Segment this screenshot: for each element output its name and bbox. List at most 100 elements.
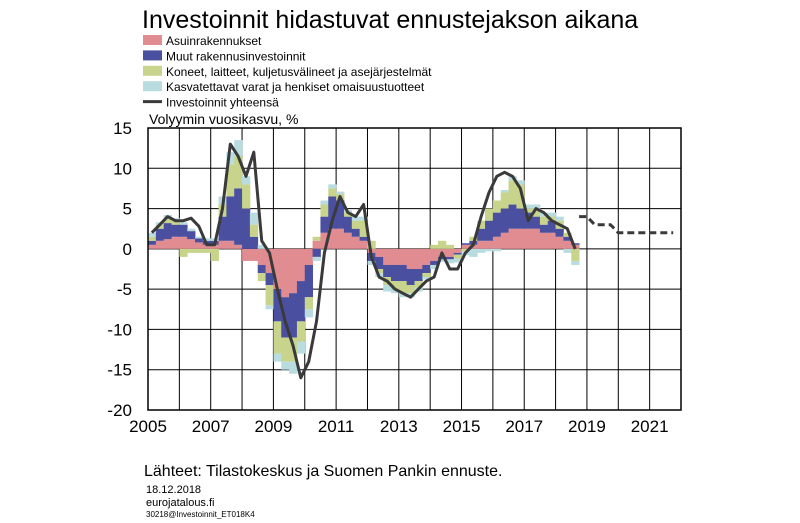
bar-intangible: [500, 190, 509, 193]
bar-residential: [281, 248, 290, 298]
bar-other_construction: [383, 264, 392, 278]
bar-machinery: [320, 204, 329, 217]
bar-residential: [195, 242, 204, 249]
bar-machinery: [202, 248, 212, 253]
bar-residential: [289, 248, 298, 294]
bar-intangible: [492, 248, 502, 252]
bar-other_construction: [398, 264, 408, 282]
bar-intangible: [438, 259, 447, 262]
bar-machinery: [234, 156, 243, 189]
bar-machinery: [312, 236, 321, 241]
bar-intangible: [563, 248, 572, 253]
bar-residential: [273, 248, 282, 290]
bar-other_construction: [265, 273, 274, 286]
bar-other_construction: [171, 224, 180, 237]
x-ticks: 2005 2007 2009 2011 2013 2015 2017 2019 2021: [129, 417, 668, 436]
bar-residential: [539, 232, 549, 249]
legend-label-total: Investoinnit yhteensä: [166, 96, 279, 110]
y-tick-label: -15: [107, 361, 132, 380]
bar-intangible: [336, 191, 345, 195]
y-tick-label: 15: [113, 119, 132, 138]
bar-residential: [485, 240, 494, 249]
bar-other_construction: [375, 256, 384, 269]
bar-intangible: [555, 216, 564, 221]
bar-residential: [390, 248, 400, 265]
bar-residential: [257, 248, 266, 265]
bar-intangible: [242, 176, 251, 185]
bar-intangible: [265, 305, 274, 310]
bar-machinery: [343, 212, 353, 217]
bar-intangible: [202, 238, 212, 241]
bar-other_construction: [320, 216, 329, 233]
bar-other_construction: [148, 240, 157, 245]
bar-other_construction: [571, 243, 580, 245]
bar-intangible: [273, 353, 282, 362]
bar-residential: [398, 248, 408, 265]
bar-intangible: [226, 152, 235, 165]
bar-machinery: [265, 285, 274, 306]
bar-machinery: [445, 244, 455, 249]
bar-residential: [163, 239, 172, 249]
bar-other_construction: [547, 220, 556, 233]
legend-swatch-other_construction: [143, 50, 162, 61]
bar-other_construction: [445, 256, 455, 260]
bar-residential: [445, 248, 455, 257]
line-forecast: [579, 215, 674, 235]
x-tick-label: 2021: [631, 417, 669, 436]
bar-other_construction: [218, 216, 227, 241]
bar-intangible: [328, 184, 337, 189]
bar-other_construction: [187, 231, 196, 240]
bar-intangible: [359, 216, 368, 221]
bar-other_construction: [516, 208, 525, 229]
bar-other_construction: [563, 236, 572, 241]
bar-residential: [555, 236, 564, 249]
legend-label-residential: Asuinrakennukset: [166, 34, 262, 48]
bar-residential: [179, 236, 188, 249]
bar-machinery: [281, 337, 290, 362]
bar-other_construction: [406, 269, 415, 286]
bar-residential: [563, 240, 572, 249]
bar-residential: [524, 228, 533, 249]
bar-machinery: [461, 248, 470, 252]
bar-residential: [469, 244, 478, 249]
x-tick-label: 2013: [380, 417, 418, 436]
bar-other_construction: [304, 264, 314, 298]
bar-residential: [171, 236, 180, 249]
bar-residential: [320, 232, 329, 249]
y-tick-label: 0: [123, 240, 132, 259]
bar-intangible: [249, 212, 259, 225]
bar-other_construction: [555, 228, 564, 237]
bar-machinery: [563, 232, 572, 237]
bar-other_construction: [500, 208, 509, 233]
bar-residential: [226, 240, 235, 249]
bar-intangible: [383, 285, 392, 292]
bar-other_construction: [422, 264, 431, 274]
line-total: [150, 142, 577, 380]
bar-residential: [202, 244, 212, 249]
legend-swatch-machinery: [143, 65, 162, 76]
bar-residential: [249, 248, 259, 261]
bar-other_construction: [351, 228, 361, 237]
bar-residential: [234, 244, 243, 249]
x-tick-label: 2019: [568, 417, 606, 436]
y-tick-label: -10: [107, 320, 132, 339]
bar-other_construction: [195, 238, 204, 243]
bar-residential: [312, 240, 321, 249]
bar-other_construction: [461, 243, 470, 245]
legend-label-intangible: Kasvatettavat varat ja henkiset omaisuus…: [166, 80, 425, 94]
bar-machinery: [375, 269, 384, 274]
bar-residential: [477, 240, 486, 249]
y-tick-label: 10: [113, 159, 132, 178]
bar-intangible: [179, 222, 188, 225]
bar-other_construction: [539, 224, 549, 233]
bar-other_construction: [532, 216, 541, 229]
bar-residential: [242, 248, 251, 261]
chart-code: 30218@Investoinnit_ET018K4: [146, 510, 255, 519]
bar-intangible: [320, 200, 329, 205]
bar-intangible: [571, 260, 580, 265]
bar-other_construction: [296, 281, 306, 322]
bar-machinery: [485, 208, 494, 221]
bar-other_construction: [273, 289, 282, 322]
bar-machinery: [304, 297, 314, 310]
bar-residential: [265, 248, 274, 274]
